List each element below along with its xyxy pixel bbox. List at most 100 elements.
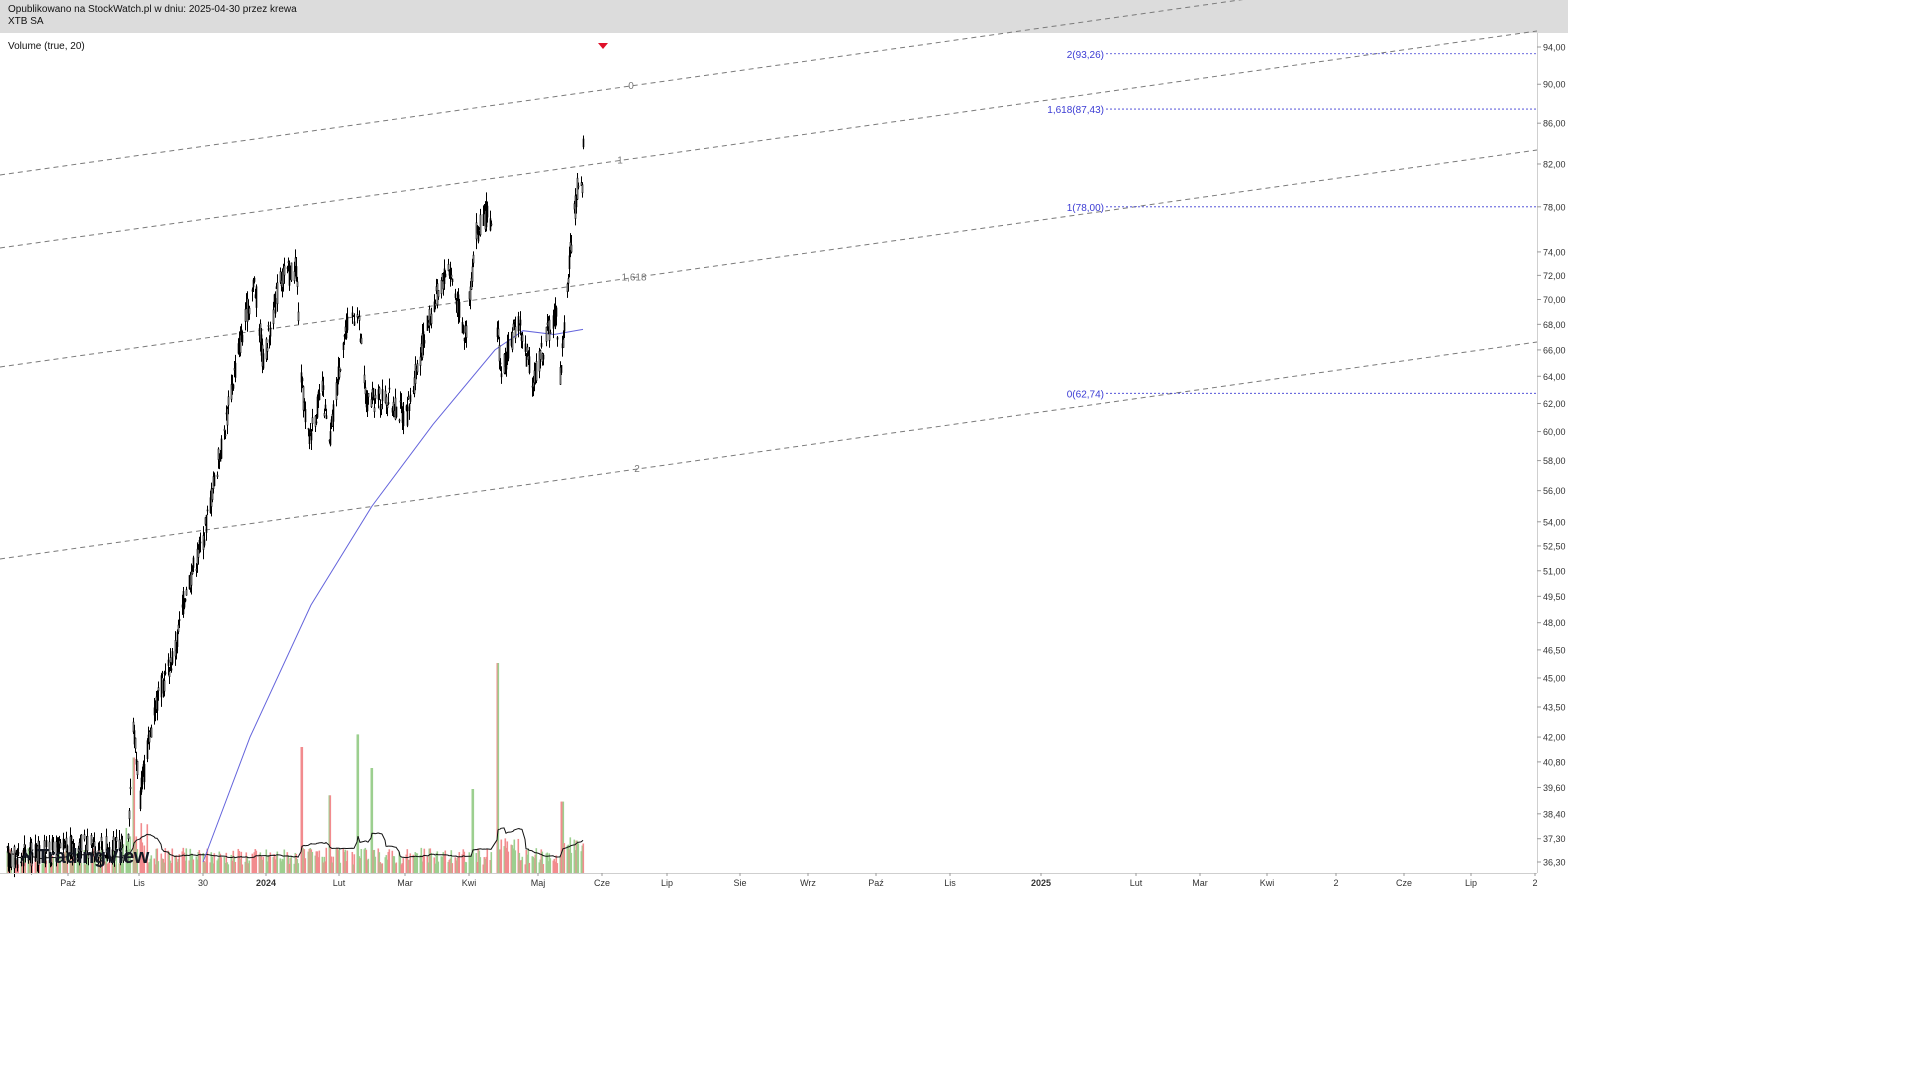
volume-bar [192,859,195,873]
y-tick-label: 68,00 [1543,320,1566,330]
volume-bar [29,857,32,873]
volume-bar [279,858,282,873]
volume-bar [456,858,459,873]
volume-bar [119,862,122,873]
volume-bar [468,852,471,873]
volume-bar [224,862,227,873]
y-tick-label: 90,00 [1543,80,1566,90]
volume-bar [114,864,117,873]
candle-body [374,394,377,399]
x-tick-label: Lip [1465,878,1477,888]
volume-bar [300,747,303,873]
volume-bar [384,857,387,873]
volume-bar [420,847,423,873]
volume-bar [358,856,361,873]
y-tick-label: 40,80 [1543,757,1566,767]
candle-body [532,382,535,388]
volume-bar [386,859,389,873]
candle-body [490,223,493,226]
candle-body [239,334,242,354]
volume-bar [287,855,290,873]
candle-body [556,337,559,340]
candle-body [83,834,86,840]
volume-bar [35,861,38,873]
y-axis[interactable]: 94,00 90,00 86,00 82,00 78,00 74,00 72,00 70,00… [1537,33,1566,873]
candle-body [392,401,395,412]
candle-body [227,396,230,406]
volume-bar [112,849,115,873]
volume-bar [140,823,143,873]
candle-body [545,326,548,342]
candle-body [122,855,125,862]
candle-body [197,549,200,558]
candle-body [562,339,565,348]
volume-bar [80,862,83,873]
volume-bar [519,860,522,873]
volume-bar [545,853,548,873]
candle-body [205,515,208,533]
candle-body [430,313,433,324]
volume-bar [261,859,264,873]
tradingview-icon: 🗲 [20,846,33,868]
candle-body [304,409,307,423]
candle-body [399,400,402,403]
volume-bar [434,863,437,873]
fib-level-label: 0(62,74) [1067,389,1104,400]
volume-bar [426,856,429,873]
candle-body [157,687,160,692]
arrow-down-icon [598,43,608,49]
volume-bar [559,855,562,873]
candle-body [268,339,271,343]
candle-body [447,263,450,271]
candle-body [465,325,468,338]
candle-body [507,338,510,359]
channel-line [0,149,1538,368]
volume-bar [461,854,464,873]
volume-bar [506,841,509,873]
volume-bar [205,855,208,873]
candle-body [329,431,332,446]
volume-bar [549,858,552,873]
candle-body [244,308,247,322]
volume-bar [288,863,291,873]
volume-bar [255,850,258,873]
volume-bar [490,852,493,873]
volume-bar [442,852,445,873]
candle-body [219,459,222,462]
volume-bar [107,862,110,873]
volume-bar [154,864,157,873]
candle-body [400,402,403,409]
volume-bar [451,863,454,873]
volume-bar [170,863,173,873]
volume-bar [58,851,61,873]
volume-bar [160,853,163,873]
volume-bar [366,860,369,873]
volume-bar [485,856,488,873]
candle-body [126,855,129,863]
volume-bar [552,860,555,873]
volume-bar [406,849,409,873]
volume-bar [533,858,536,873]
volume-bar [281,858,284,873]
price-chart[interactable]: 2 1,618 1 0 2(93,26) 1,618(87,43) 1(78,00) 0(6… [0,0,1568,889]
candle-body [387,402,390,404]
volume-bar [17,864,20,873]
candle-body [111,849,114,861]
candle-body [398,419,401,422]
candle-body [513,321,516,323]
volume-bar [136,848,139,873]
candle-body [170,668,173,671]
x-tick-label: Mar [1192,878,1208,888]
candle-body [176,632,179,647]
x-axis[interactable]: Paź Lis 30 2024 Lut Mar Kwi Maj Cze Lip Sie Wrz Paź L… [0,873,1538,888]
volume-bar [504,838,507,873]
volume-indicator-label[interactable]: Volume (true, 20) [8,41,85,52]
volume-bar [83,849,86,873]
volume-bar [56,863,59,873]
volume-bar [540,849,543,873]
volume-bar [470,854,473,873]
volume-bar [455,860,458,873]
candle-body [514,326,517,339]
volume-bar [315,851,318,873]
candle-body [372,388,375,399]
